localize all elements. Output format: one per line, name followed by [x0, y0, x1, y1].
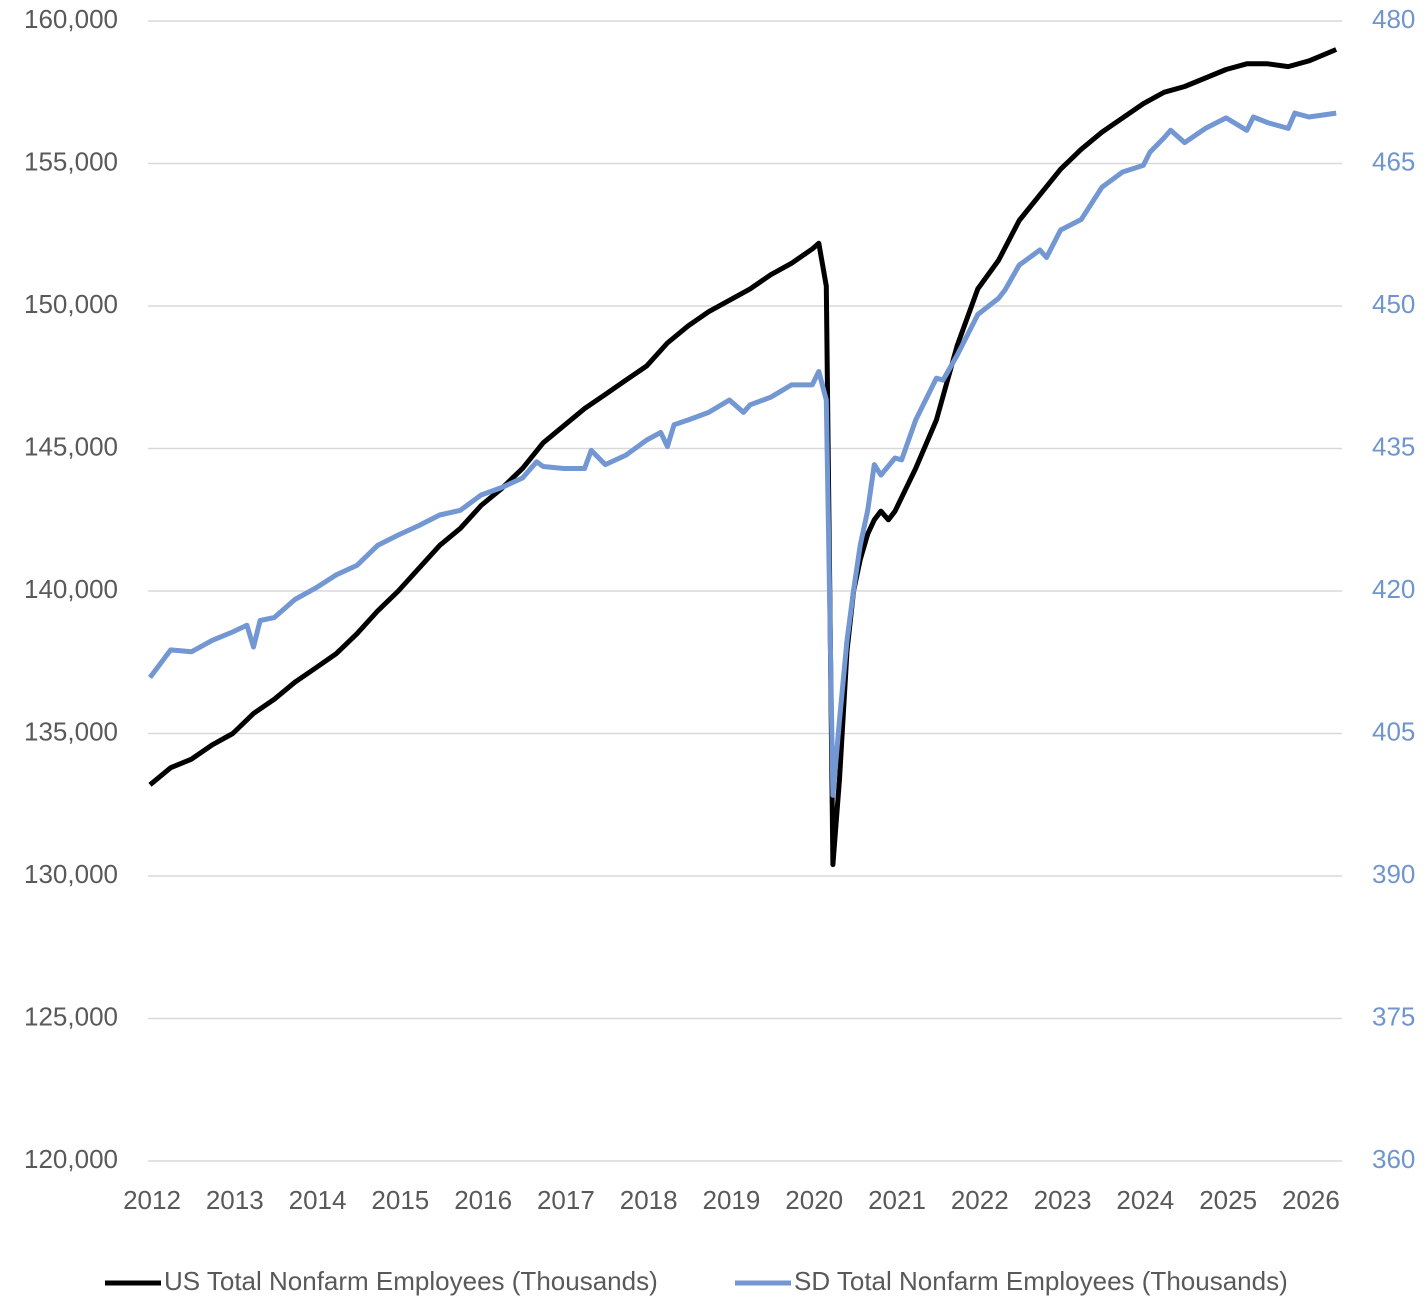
x-tick-label: 2018 [620, 1185, 678, 1215]
y-tick-label: 150,000 [24, 289, 118, 319]
series-line [148, 110, 1337, 798]
y-tick-label: 140,000 [24, 574, 118, 604]
x-tick-label: 2020 [785, 1185, 843, 1215]
x-tick-label: 2017 [537, 1185, 595, 1215]
y-tick-label: 135,000 [24, 716, 118, 746]
x-tick-label: 2014 [289, 1185, 347, 1215]
y-tick-label: 160,000 [24, 4, 118, 34]
x-tick-label: 2012 [123, 1185, 181, 1215]
y-tick-label: 125,000 [24, 1001, 118, 1031]
y2-tick-label: 465 [1372, 146, 1415, 176]
y2-tick-label: 480 [1372, 4, 1415, 34]
y2-tick-label: 435 [1372, 431, 1415, 461]
x-tick-label: 2022 [951, 1185, 1009, 1215]
y-tick-label: 155,000 [24, 146, 118, 176]
x-tick-label: 2015 [371, 1185, 429, 1215]
y2-tick-label: 360 [1372, 1144, 1415, 1174]
x-tick-label: 2025 [1199, 1185, 1257, 1215]
y2-tick-label: 390 [1372, 859, 1415, 889]
x-tick-label: 2013 [206, 1185, 264, 1215]
x-tick-label: 2019 [703, 1185, 761, 1215]
y2-tick-label: 420 [1372, 574, 1415, 604]
x-tick-label: 2016 [454, 1185, 512, 1215]
legend-label: SD Total Nonfarm Employees (Thousands) [794, 1266, 1288, 1296]
x-tick-label: 2024 [1116, 1185, 1174, 1215]
legend-label: US Total Nonfarm Employees (Thousands) [164, 1266, 658, 1296]
y-tick-label: 120,000 [24, 1144, 118, 1174]
y2-tick-label: 375 [1372, 1001, 1415, 1031]
y2-tick-label: 450 [1372, 289, 1415, 319]
series-line [148, 47, 1338, 868]
y2-tick-label: 405 [1372, 716, 1415, 746]
y-tick-label: 145,000 [24, 431, 118, 461]
y-tick-label: 130,000 [24, 859, 118, 889]
x-tick-label: 2023 [1034, 1185, 1092, 1215]
x-tick-label: 2026 [1282, 1185, 1340, 1215]
x-tick-label: 2021 [868, 1185, 926, 1215]
